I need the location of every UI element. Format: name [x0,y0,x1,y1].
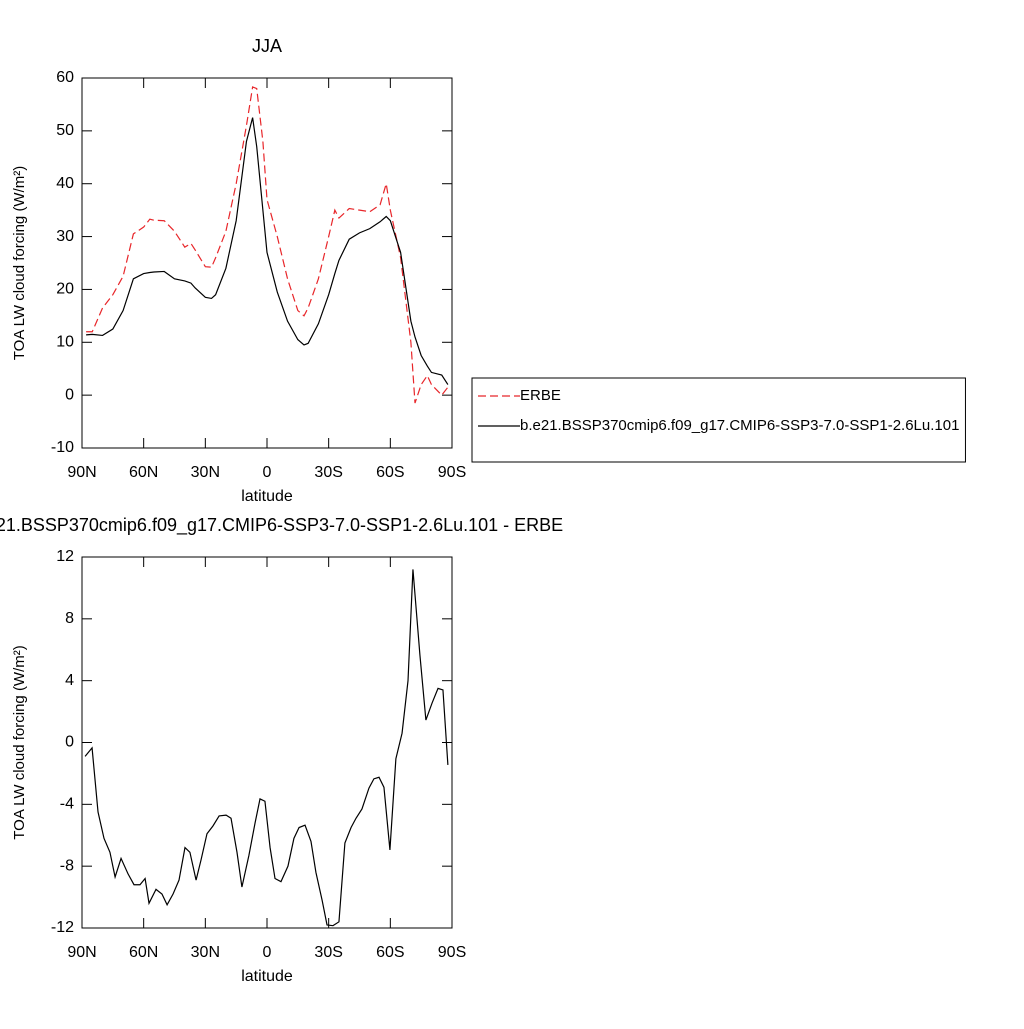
y-tick-label: 4 [65,672,74,689]
y-tick-label: 30 [56,228,74,245]
y-axis-label: TOA LW cloud forcing (W/m²) [11,166,28,360]
y-tick-label: 20 [56,281,74,298]
x-axis-label: latitude [241,968,293,985]
legend-label: ERBE [520,387,561,404]
data-line [86,86,449,404]
y-tick-label: -10 [51,439,74,456]
chart-title: b.e21.BSSP370cmip6.f09_g17.CMIP6-SSP3-7.… [0,515,563,536]
x-tick-label: 90N [67,464,96,481]
x-tick-label: 30N [191,464,220,481]
y-tick-label: -12 [51,919,74,936]
x-tick-label: 90S [438,464,466,481]
y-tick-label: 12 [56,548,74,565]
y-tick-label: 0 [65,734,74,751]
y-tick-label: 8 [65,610,74,627]
y-tick-label: -4 [60,796,74,813]
x-tick-label: 30S [314,944,342,961]
y-axis-label: TOA LW cloud forcing (W/m²) [11,645,28,839]
y-tick-label: 0 [65,386,74,403]
data-line [86,117,449,385]
x-tick-label: 30N [191,944,220,961]
x-tick-label: 60S [376,944,404,961]
plot-frame [81,77,453,449]
y-tick-label: 50 [56,122,74,139]
y-tick-label: 60 [56,69,74,86]
chart-title: JJA [252,36,282,56]
x-tick-label: 60N [129,944,158,961]
legend-label: b.e21.BSSP370cmip6.f09_g17.CMIP6-SSP3-7.… [520,417,959,434]
legend-box [471,377,966,463]
y-tick-label: 40 [56,175,74,192]
plot-frame [81,556,453,929]
x-tick-label: 0 [263,944,272,961]
x-tick-label: 30S [314,464,342,481]
x-axis-label: latitude [241,488,293,505]
y-tick-label: 10 [56,334,74,351]
x-tick-label: 60N [129,464,158,481]
y-tick-label: -8 [60,857,74,874]
x-tick-label: 90S [438,944,466,961]
data-line [84,569,449,927]
x-tick-label: 0 [263,464,272,481]
x-tick-label: 90N [67,944,96,961]
x-tick-label: 60S [376,464,404,481]
